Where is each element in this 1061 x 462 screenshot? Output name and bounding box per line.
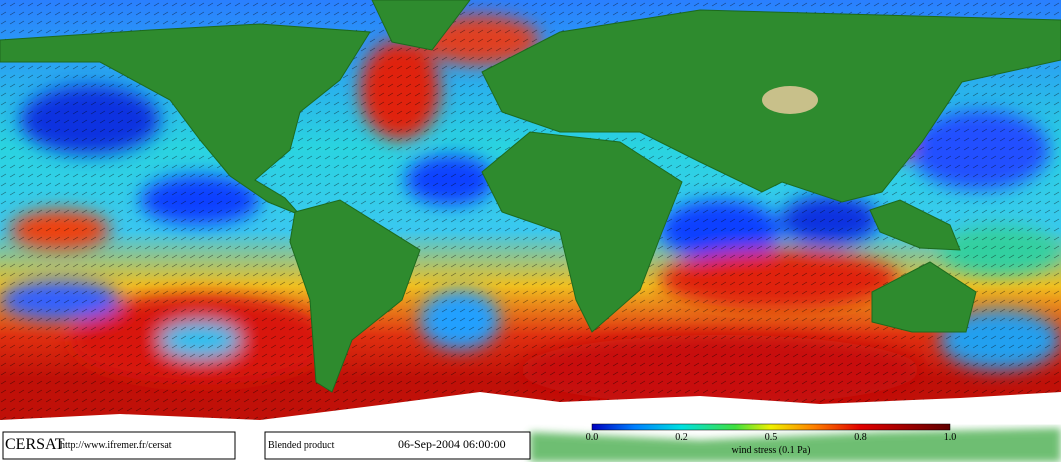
logo-url: http://www.ifremer.fr/cersat: [60, 440, 172, 451]
product-datetime: 06-Sep-2004 06:00:00: [398, 437, 506, 451]
product-box: Blended product 06-Sep-2004 06:00:00: [264, 431, 531, 460]
antarctic-land: [530, 428, 1061, 462]
logo-box: CERSAT http://www.ifremer.fr/cersat: [2, 431, 236, 460]
product-name: Blended product: [268, 440, 335, 451]
logo-name: CERSAT: [5, 436, 65, 453]
colorbar: wind stress (0.1 Pa) 0.0 0.2 0.5 0.8 1.0: [586, 423, 957, 456]
colorbar-tick-label: 0.8: [854, 432, 867, 443]
colorbar-tick-label: 1.0: [944, 432, 957, 443]
colorbar-tick-label: 0.0: [586, 432, 599, 443]
land: [0, 0, 1061, 393]
colorbar-label: wind stress (0.1 Pa): [732, 445, 811, 456]
colorbar-tick-label: 0.2: [675, 432, 688, 443]
colorbar-tick-label: 0.5: [765, 432, 778, 443]
colorbar-scale: [591, 423, 951, 431]
